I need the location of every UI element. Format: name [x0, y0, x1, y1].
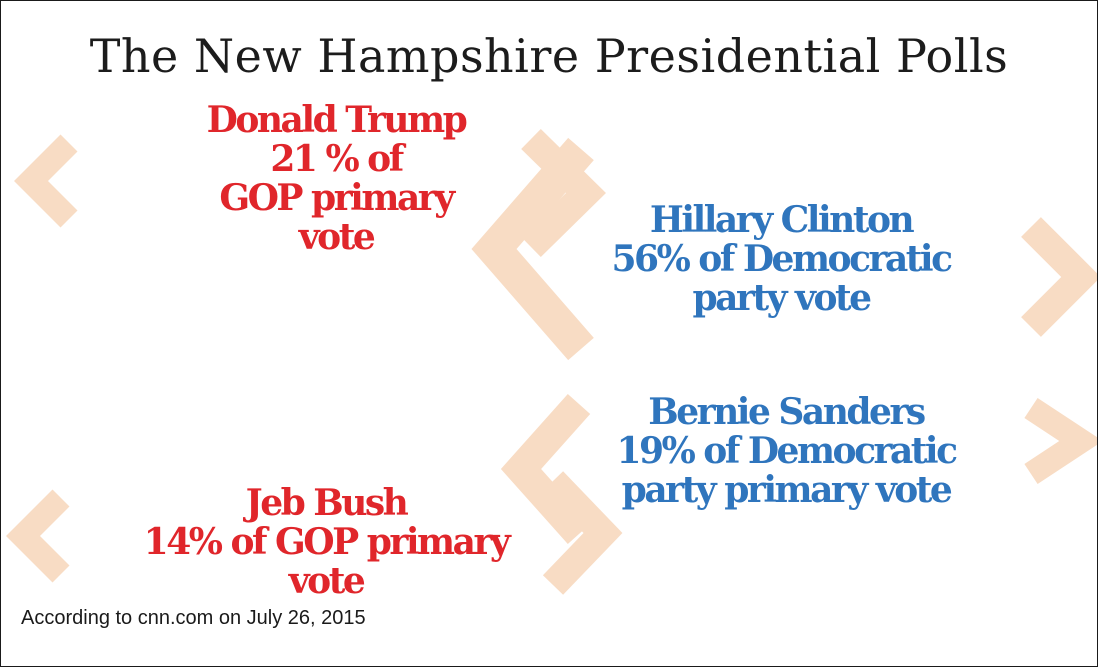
- candidate-name: Bernie Sanders: [648, 391, 926, 433]
- poll-detail: party primary vote: [621, 469, 953, 511]
- poll-percent: 56% of Democratic: [611, 238, 953, 280]
- page-title: The New Hampshire Presidential Polls: [89, 29, 1009, 83]
- poll-bush: Jeb Bush 14% of GOP primary vote: [91, 484, 561, 601]
- poll-trump: Donald Trump 21 % of GOP primary vote: [121, 101, 551, 257]
- chevron-right-icon: [1021, 217, 1097, 337]
- chevron-left-icon: [14, 134, 78, 228]
- poll-detail: GOP primary: [219, 177, 455, 219]
- chevron-left-icon: [6, 489, 70, 583]
- poll-percent: 21 % of: [270, 138, 404, 180]
- chevron-right-icon: [1024, 397, 1097, 485]
- poll-percent: 19% of Democratic: [616, 430, 958, 472]
- poll-detail: party vote: [692, 277, 872, 319]
- source-note: According to cnn.com on July 26, 2015: [21, 607, 366, 629]
- poll-detail: vote: [298, 216, 376, 258]
- chevron-left-icon: [500, 394, 591, 544]
- candidate-name: Hillary Clinton: [649, 199, 915, 241]
- chevron-left-icon: [471, 137, 594, 361]
- chevron-right-icon: [521, 129, 606, 257]
- candidate-name: Jeb Bush: [245, 482, 409, 524]
- poll-clinton: Hillary Clinton 56% of Democratic party …: [561, 201, 1001, 318]
- chevron-right-icon: [542, 471, 623, 595]
- poll-percent: 14% of GOP primary: [143, 521, 511, 563]
- candidate-name: Donald Trump: [206, 99, 468, 141]
- poll-sanders: Bernie Sanders 19% of Democratic party p…: [561, 393, 1011, 510]
- poll-detail: vote: [288, 560, 366, 602]
